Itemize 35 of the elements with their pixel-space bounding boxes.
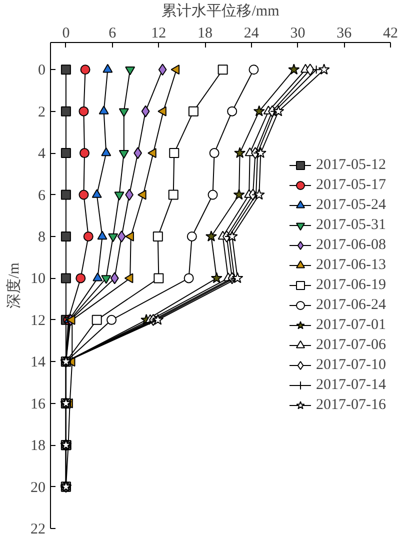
legend-label: 2017-05-17 xyxy=(316,176,386,194)
legend-label: 2017-05-31 xyxy=(316,216,386,234)
y-tick-label: 8 xyxy=(38,229,46,246)
legend-label: 2017-06-24 xyxy=(316,296,386,314)
legend-label: 2017-07-16 xyxy=(316,396,386,414)
y-tick-label: 2 xyxy=(38,104,46,120)
legend-label: 2017-06-13 xyxy=(316,256,386,274)
x-tick-label: 30 xyxy=(290,26,306,42)
legend-label: 2017-05-12 xyxy=(316,156,386,174)
legend-label: 2017-07-06 xyxy=(316,336,386,354)
x-tick-label: 0 xyxy=(62,26,70,42)
legend-label: 2017-07-01 xyxy=(316,316,386,334)
legend-label: 2017-06-08 xyxy=(316,236,386,254)
x-tick-label: 24 xyxy=(244,26,260,42)
y-tick-label: 18 xyxy=(30,438,46,454)
y-tick-label: 12 xyxy=(30,312,46,329)
y-tick-label: 16 xyxy=(30,396,46,412)
y-tick-label: 0 xyxy=(38,62,46,79)
legend-label: 2017-06-19 xyxy=(316,276,386,294)
x-tick-label: 6 xyxy=(108,26,117,42)
y-axis-title: 深度/m xyxy=(6,262,22,308)
y-tick-label: 4 xyxy=(38,146,46,162)
legend-label: 2017-07-10 xyxy=(316,356,386,374)
y-tick-label: 22 xyxy=(30,522,46,536)
x-tick-label: 12 xyxy=(151,26,166,42)
y-tick-label: 6 xyxy=(38,188,46,204)
y-tick-label: 20 xyxy=(30,480,46,496)
y-tick-label: 14 xyxy=(30,354,46,371)
x-axis-title: 累计水平位移/mm xyxy=(162,2,280,20)
x-tick-label: 36 xyxy=(336,26,352,42)
legend-label: 2017-05-24 xyxy=(316,196,386,214)
x-tick-label: 42 xyxy=(383,26,398,42)
x-tick-label: 18 xyxy=(198,26,213,42)
legend-label: 2017-07-14 xyxy=(316,376,386,394)
y-tick-label: 10 xyxy=(30,271,46,288)
